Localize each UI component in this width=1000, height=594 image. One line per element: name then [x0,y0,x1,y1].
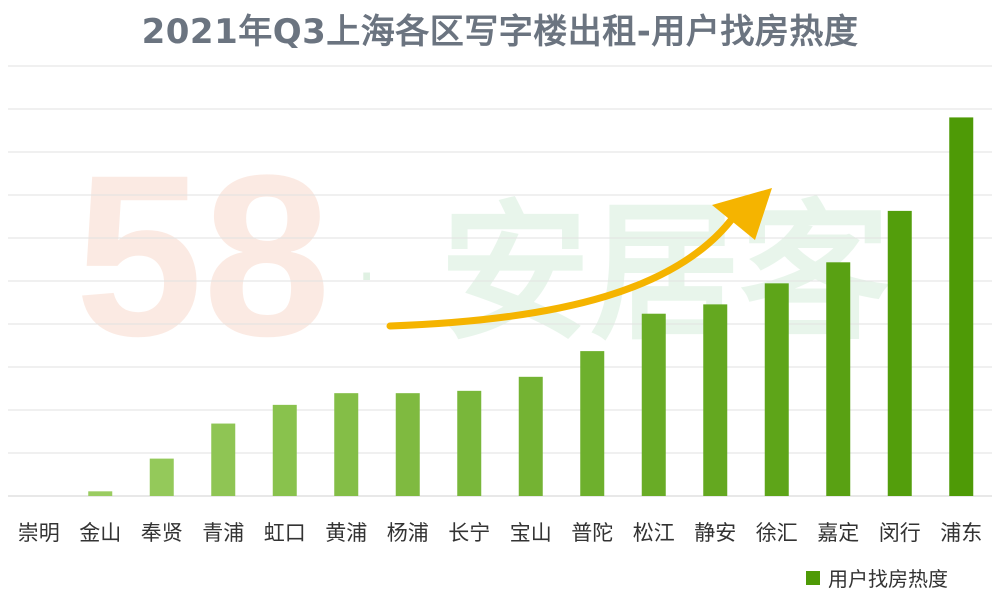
x-tick-label: 闵行 [879,521,921,545]
watermark-dot: · [355,232,378,310]
legend-label: 用户找房热度 [828,567,948,591]
bar-黄浦 [334,393,359,496]
bar-松江 [641,313,666,496]
bar-徐汇 [764,283,789,496]
x-tick-label: 浦东 [940,521,982,545]
x-tick-label: 奉贤 [141,521,183,545]
bar-宝山 [518,376,543,496]
bar-青浦 [211,423,236,496]
legend-swatch [806,570,820,585]
x-tick-label: 金山 [79,521,121,545]
x-tick-label: 静安 [694,521,736,545]
x-tick-label: 虹口 [264,521,306,545]
bar-奉贤 [149,458,174,496]
x-tick-label: 杨浦 [387,521,429,545]
x-tick-label: 普陀 [571,521,613,545]
watermark-58-anjuke: 58 · 安居客 [75,127,890,384]
x-tick-label: 徐汇 [756,521,798,545]
bar-静安 [703,304,728,496]
bar-金山 [88,491,113,496]
x-tick-label: 宝山 [510,521,552,545]
bar-浦东 [949,117,974,497]
x-tick-label: 黄浦 [325,521,367,545]
chart-title: 2021年Q3上海各区写字楼出租-用户找房热度 [141,12,859,52]
x-tick-label: 青浦 [202,521,244,545]
trend-arrow [386,188,772,330]
bar-普陀 [580,351,605,496]
bar-闵行 [887,210,912,497]
watermark-digits: 58 [75,127,331,384]
bar-嘉定 [826,262,851,496]
x-tick-label: 崇明 [18,521,60,545]
x-tick-label: 松江 [633,521,675,545]
bar-虹口 [272,404,297,496]
bar-长宁 [457,390,482,496]
legend: 用户找房热度 [806,563,948,592]
bar-杨浦 [395,393,420,496]
x-tick-label: 长宁 [448,521,490,545]
x-tick-label: 嘉定 [817,521,859,545]
